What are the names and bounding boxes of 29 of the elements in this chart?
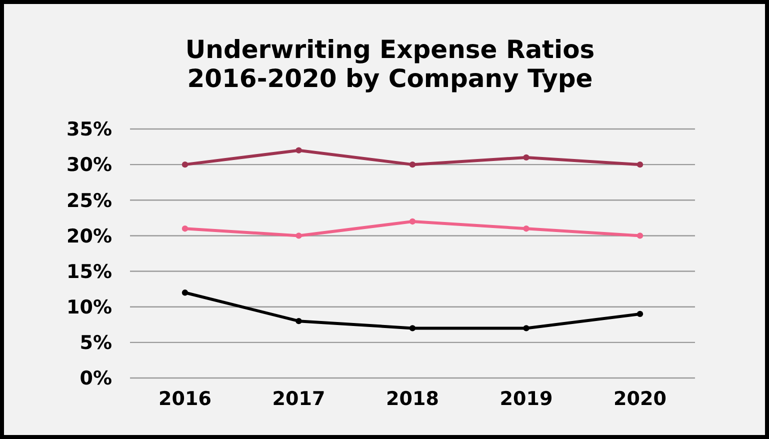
x-tick-label: 2017 — [272, 388, 326, 410]
y-tick-label: 0% — [80, 368, 112, 390]
point — [523, 226, 530, 232]
y-tick-label: 5% — [80, 332, 112, 354]
point — [182, 226, 188, 232]
y-tick-label: 30% — [66, 154, 112, 176]
y-tick-label: 15% — [66, 260, 112, 283]
point — [296, 147, 302, 154]
y-tick-label: 10% — [66, 296, 112, 319]
x-tick-label: 2020 — [614, 388, 666, 410]
x-tick-label: 2018 — [386, 388, 439, 410]
y-tick-label: 35% — [66, 118, 112, 141]
point — [182, 290, 188, 296]
y-tick-label: 20% — [66, 225, 112, 248]
x-tick-label: 2016 — [158, 388, 212, 410]
y-tick-label: 25% — [66, 190, 112, 212]
point — [296, 232, 302, 239]
point — [409, 218, 416, 225]
point — [636, 161, 644, 168]
x-tick-label: 2019 — [500, 388, 553, 410]
point — [182, 161, 188, 168]
point — [296, 318, 302, 324]
point — [636, 310, 644, 318]
point — [523, 325, 530, 332]
chart-title: Underwriting Expense Ratios 2016-2020 by Company Type — [185, 35, 595, 93]
point — [636, 232, 644, 239]
point — [409, 161, 416, 168]
point — [523, 154, 530, 161]
point — [409, 325, 416, 332]
